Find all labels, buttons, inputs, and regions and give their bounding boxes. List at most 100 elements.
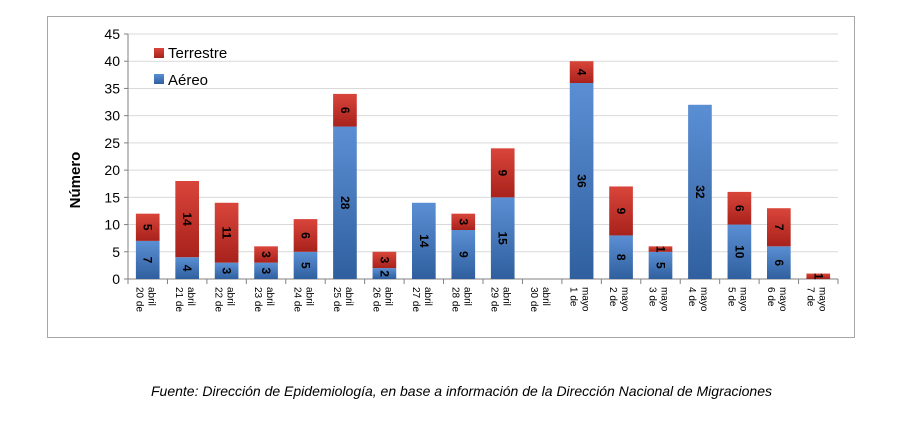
x-category-line: 29 de	[489, 287, 500, 312]
data-label-aereo: 3	[220, 267, 234, 274]
x-category-line: 26 de	[370, 287, 381, 312]
legend-label-aereo: Aéreo	[168, 72, 208, 89]
legend-swatch-terrestre	[154, 48, 164, 58]
x-category-label: 29 de abril	[489, 287, 512, 312]
data-label-aereo: 3	[259, 267, 273, 274]
bar-terrestre	[609, 186, 633, 236]
data-label-terrestre: 14	[180, 212, 194, 226]
x-category-line: 24 de	[292, 287, 303, 312]
x-category-label: 28 de abril	[449, 287, 472, 312]
data-label-aereo: 15	[496, 231, 510, 245]
bar-aereo	[569, 83, 594, 279]
bar-aereo	[767, 246, 791, 279]
x-category-line: 27 de	[410, 287, 421, 312]
data-label-aereo: 36	[575, 174, 589, 188]
data-label-terrestre: 6	[299, 232, 313, 239]
x-category-label: 27 de abril	[410, 287, 433, 312]
x-category-labels: 20 de abril 21 de abril 22 de abril 23 de abril…	[134, 287, 828, 312]
data-label-aereo: 10	[732, 245, 746, 259]
data-label-terrestre: 11	[220, 226, 234, 239]
x-category-line: 7 de	[804, 287, 815, 307]
y-tick-label: 10	[104, 217, 120, 233]
y-tick-label: 35	[104, 80, 120, 96]
data-label-aereo: 7	[141, 257, 155, 264]
data-label-terrestre: 1	[811, 273, 825, 280]
bar-terrestre	[451, 213, 476, 230]
x-category-line: abril	[225, 287, 236, 306]
y-tick-labels: 0 5 10 15 20 25 30 35 40 45	[104, 26, 120, 287]
x-category-label: 1 de mayo	[568, 287, 591, 312]
x-category-label: 21 de abril	[173, 287, 196, 312]
chart-frame	[47, 16, 855, 338]
x-category-line: 4 de	[686, 287, 697, 307]
x-category-line: 23 de	[252, 287, 263, 312]
data-label-aereo: 2	[377, 270, 391, 277]
bars	[135, 61, 831, 280]
bar-terrestre	[648, 246, 673, 252]
y-tick-label: 25	[104, 135, 120, 151]
bar-terrestre	[767, 208, 791, 247]
data-labels: 7 5 4 14 3 11 3 3 5 6 28 6 2 3 14 9 3 15 9 36 4 8 9 5 1 32 10 6 6 7 1	[141, 69, 826, 280]
bar-aereo	[293, 251, 318, 279]
y-tick-label: 15	[104, 189, 120, 205]
x-category-line: 25 de	[331, 287, 342, 312]
x-category-line: 20 de	[134, 287, 145, 312]
y-tick-label: 40	[104, 53, 120, 69]
bar-aereo	[333, 126, 357, 279]
legend-label-terrestre: Terrestre	[168, 45, 227, 62]
x-category-label: 7 de mayo	[804, 287, 827, 312]
x-category-label: 6 de mayo	[765, 287, 788, 312]
bar-aereo	[412, 202, 436, 279]
bar-aereo	[609, 235, 633, 279]
bar-terrestre	[806, 273, 831, 279]
legend: Terrestre Aéreo	[154, 45, 227, 89]
x-category-label: 3 de mayo	[647, 287, 670, 312]
x-category-line: mayo	[816, 287, 827, 312]
axes	[124, 33, 839, 284]
bar-terrestre	[569, 61, 594, 83]
x-category-line: abril	[422, 287, 433, 306]
y-axis-label: Número	[67, 152, 84, 209]
x-category-label: 26 de abril	[370, 287, 393, 312]
bar-terrestre	[175, 181, 199, 258]
x-category-line: 6 de	[765, 287, 776, 307]
data-label-terrestre: 3	[259, 251, 273, 258]
x-category-line: mayo	[698, 287, 709, 312]
data-label-terrestre: 9	[614, 208, 628, 215]
x-category-label: 23 de abril	[252, 287, 275, 312]
x-category-line: mayo	[777, 287, 788, 312]
legend-swatch-aereo	[154, 74, 164, 84]
data-label-terrestre: 7	[772, 224, 786, 231]
x-category-line: abril	[343, 287, 354, 306]
bar-terrestre	[372, 251, 397, 269]
bar-aereo	[727, 224, 752, 279]
x-category-label: 20 de abril	[134, 287, 157, 312]
x-category-line: 28 de	[449, 287, 460, 312]
bar-aereo	[688, 104, 712, 280]
data-label-aereo: 14	[417, 234, 431, 248]
x-category-label: 4 de mayo	[686, 287, 709, 312]
x-category-line: mayo	[737, 287, 748, 312]
data-label-aereo: 5	[299, 262, 313, 269]
data-label-terrestre: 4	[575, 69, 589, 76]
x-category-line: mayo	[580, 287, 591, 312]
x-category-line: 21 de	[173, 287, 184, 312]
bar-aereo	[254, 262, 278, 279]
grid-lines	[128, 33, 838, 253]
bar-terrestre	[135, 213, 160, 241]
x-category-line: mayo	[619, 287, 630, 312]
data-label-terrestre: 6	[732, 205, 746, 212]
data-label-aereo: 32	[693, 185, 707, 199]
bar-aereo	[214, 262, 239, 279]
x-category-line: abril	[540, 287, 551, 306]
bar-aereo	[372, 268, 397, 279]
data-label-aereo: 5	[654, 262, 668, 269]
x-category-line: 3 de	[647, 287, 658, 307]
x-category-line: abril	[304, 287, 315, 306]
y-tick-label: 30	[104, 108, 120, 124]
bar-aereo	[451, 230, 476, 279]
x-category-line: abril	[185, 287, 196, 306]
data-label-terrestre: 5	[141, 224, 155, 231]
data-label-terrestre: 9	[496, 169, 510, 176]
